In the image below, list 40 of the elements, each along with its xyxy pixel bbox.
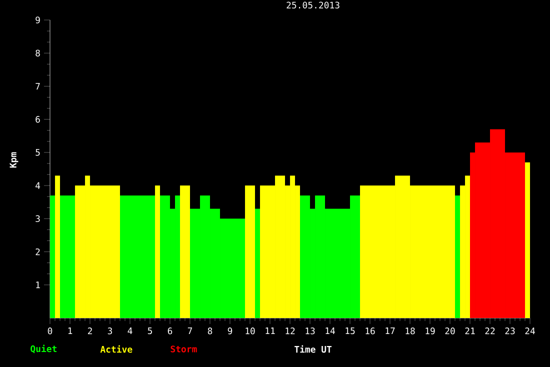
y-tick-label: 5 (36, 149, 40, 156)
y-tick-label: 2 (36, 248, 40, 256)
x-tick-label: 21 (465, 328, 475, 334)
y-tick-label: 1 (36, 282, 40, 288)
x-tick-label: 10 (246, 328, 255, 334)
text: Storm (170, 346, 197, 352)
chart-title: 25.05.2013 (286, 2, 340, 8)
text: Quiet (30, 344, 56, 354)
x-tick-label: 8 (208, 328, 212, 334)
x-tick-label: 18 (406, 328, 415, 334)
x-tick-label: 1 (68, 328, 72, 334)
y-tick-label: 9 (36, 16, 40, 24)
x-tick-label: 6 (168, 328, 172, 334)
y-tick-label: 7 (36, 82, 40, 90)
x-axis-title: Time UT (294, 345, 332, 353)
x-tick-label: 5 (148, 328, 152, 334)
y-tick-label: 6 (36, 116, 40, 123)
x-tick-label: 9 (228, 328, 232, 334)
x-tick-label: 24 (525, 328, 535, 334)
y-tick-label: 4 (36, 182, 40, 189)
x-tick-label: 16 (366, 328, 375, 334)
x-tick-label: 11 (266, 328, 275, 334)
y-axis-title: Kpm (10, 152, 18, 168)
x-tick-label: 22 (485, 328, 495, 334)
y-tick-label: 8 (36, 50, 40, 56)
x-tick-label: 13 (306, 328, 315, 334)
x-tick-label: 12 (286, 328, 295, 334)
x-tick-label: 15 (346, 328, 355, 334)
x-tick-label: 2 (88, 328, 92, 334)
x-tick-label: 17 (386, 328, 395, 334)
x-tick-label: 19 (426, 328, 435, 334)
x-tick-label: 23 (505, 328, 515, 334)
text: Active (100, 345, 132, 353)
x-tick-label: 20 (445, 328, 455, 334)
x-tick-label: 14 (326, 328, 335, 334)
x-tick-label: 3 (108, 328, 112, 334)
x-tick-label: 4 (128, 328, 132, 334)
x-tick-label: 0 (48, 328, 52, 334)
x-tick-label: 7 (188, 328, 192, 334)
y-tick-label: 3 (36, 215, 40, 222)
